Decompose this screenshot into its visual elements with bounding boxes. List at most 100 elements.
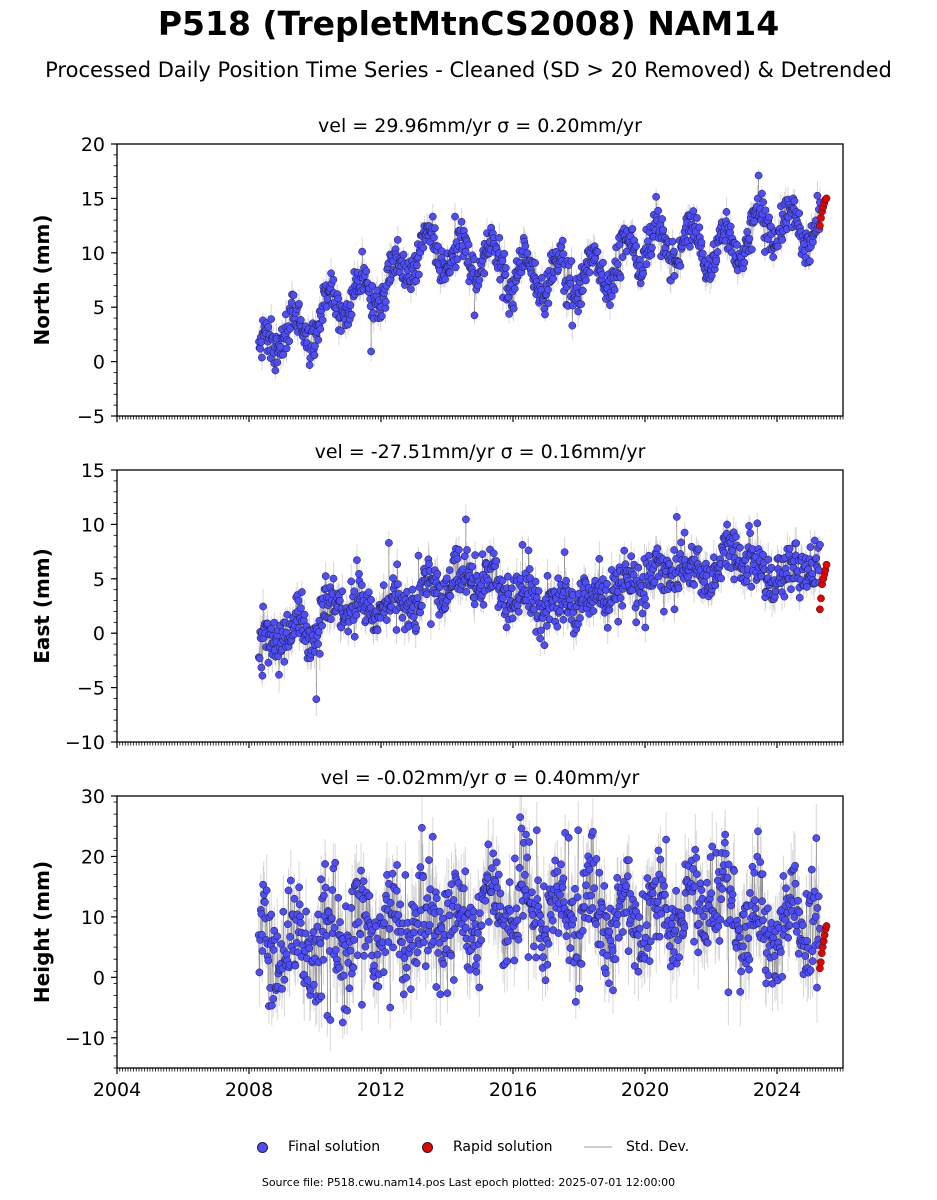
final-solution-point [660, 607, 668, 616]
final-solution-point [748, 245, 756, 254]
chart-figure: −5 0 5 10 15 20 vel = 29.96mm/yr σ = 0.20mm/yr… [30, 115, 844, 1101]
final-solution-point [745, 234, 754, 243]
final-solution-point [647, 251, 656, 259]
final-solution-point [347, 577, 356, 586]
final-solution-point [759, 198, 768, 207]
final-solution-point [385, 539, 393, 547]
final-solution-point [344, 627, 353, 636]
final-solution-point [394, 580, 402, 588]
final-solution-point [523, 249, 532, 258]
final-solution-point [538, 273, 546, 282]
figure-subtitle: Processed Daily Position Time Series - C… [45, 58, 892, 82]
final-solution-point [350, 632, 359, 641]
final-solution-point [676, 262, 685, 270]
final-solution-point [769, 253, 778, 261]
final-solution-point [680, 528, 689, 537]
final-solution-point [576, 614, 584, 622]
final-solution-point [316, 325, 325, 333]
final-solution-point [457, 217, 466, 226]
final-solution-point [544, 299, 553, 308]
final-solution-point [648, 243, 656, 252]
final-solution-point [312, 695, 321, 704]
final-solution-point [357, 581, 366, 589]
final-solution-point [419, 243, 428, 252]
final-solution-point [428, 212, 437, 221]
y-tick-label: −5 [77, 406, 105, 428]
final-solution-point [521, 242, 530, 250]
final-solution-point [271, 366, 280, 375]
final-solution-point [712, 257, 721, 265]
final-solution-point [541, 310, 549, 319]
final-solution-point [334, 294, 343, 303]
y-axis-label: North (mm) [30, 214, 54, 345]
final-solution-point [355, 570, 363, 578]
final-solution-point [559, 250, 568, 258]
final-solution-point [264, 323, 273, 332]
final-solution-point [674, 584, 683, 593]
final-solution-point [337, 327, 345, 335]
final-solution-point [323, 295, 332, 303]
final-solution-point [813, 191, 822, 200]
final-solution-point [462, 588, 471, 596]
final-solution-point [275, 670, 283, 679]
figure-title: P518 (TrepletMtnCS2008) NAM14 [157, 4, 780, 43]
final-solution-point [627, 552, 636, 561]
final-solution-point [621, 560, 630, 569]
final-solution-point [407, 285, 415, 294]
final-solution-point [536, 634, 545, 643]
final-solution-point [726, 222, 735, 231]
final-solution-point [603, 579, 611, 588]
final-solution-point [305, 361, 314, 369]
final-solution-point [665, 560, 674, 568]
final-solution-point [559, 615, 568, 624]
final-solution-point [632, 242, 640, 250]
final-solution-point [453, 255, 462, 264]
final-solution-point [747, 582, 756, 591]
final-solution-point [790, 197, 799, 205]
final-solution-point [653, 544, 662, 553]
rapid-solution-point [817, 594, 825, 603]
final-solution-point [480, 269, 489, 278]
final-solution-point [314, 640, 322, 648]
rapid-solution-point [817, 214, 825, 222]
y-tick-label: 0 [93, 623, 105, 645]
final-solution-point [393, 560, 402, 569]
final-solution-point [672, 513, 681, 521]
final-solution-point [499, 594, 507, 603]
final-solution-point [329, 574, 338, 583]
final-solution-point [677, 538, 685, 547]
final-solution-point [318, 621, 326, 630]
final-solution-point [327, 615, 335, 624]
final-solution-points [255, 171, 824, 375]
final-solution-point [695, 223, 704, 232]
final-solution-point [670, 272, 679, 280]
final-solution-point [746, 529, 754, 537]
final-solution-point [566, 279, 575, 288]
final-solution-point [531, 259, 539, 267]
final-solution-point [753, 519, 762, 528]
final-solution-point [758, 189, 766, 198]
plot-area [254, 504, 831, 717]
final-solution-point [787, 585, 795, 594]
final-solution-point [501, 270, 510, 279]
final-solution-point [381, 297, 390, 306]
final-solution-point [618, 601, 627, 610]
y-tick-label: 0 [93, 352, 105, 374]
final-solution-point [543, 571, 552, 580]
final-solution-point [451, 263, 460, 272]
final-solution-point [256, 344, 264, 353]
final-solution-point [258, 671, 267, 680]
final-solution-point [509, 304, 518, 313]
final-solution-point [427, 620, 435, 628]
final-solution-point [408, 585, 417, 594]
final-solution-point [693, 214, 701, 222]
plot-area [254, 796, 831, 1052]
final-solution-point [311, 342, 319, 350]
final-solution-point [670, 605, 679, 614]
final-solution-point [753, 194, 762, 203]
final-solution-point [670, 247, 678, 256]
panel-title: vel = -27.51mm/yr σ = 0.16mm/yr [315, 441, 646, 463]
final-solution-point [736, 543, 744, 552]
final-solution-point [558, 236, 567, 245]
y-axis-label: East (mm) [30, 548, 54, 664]
